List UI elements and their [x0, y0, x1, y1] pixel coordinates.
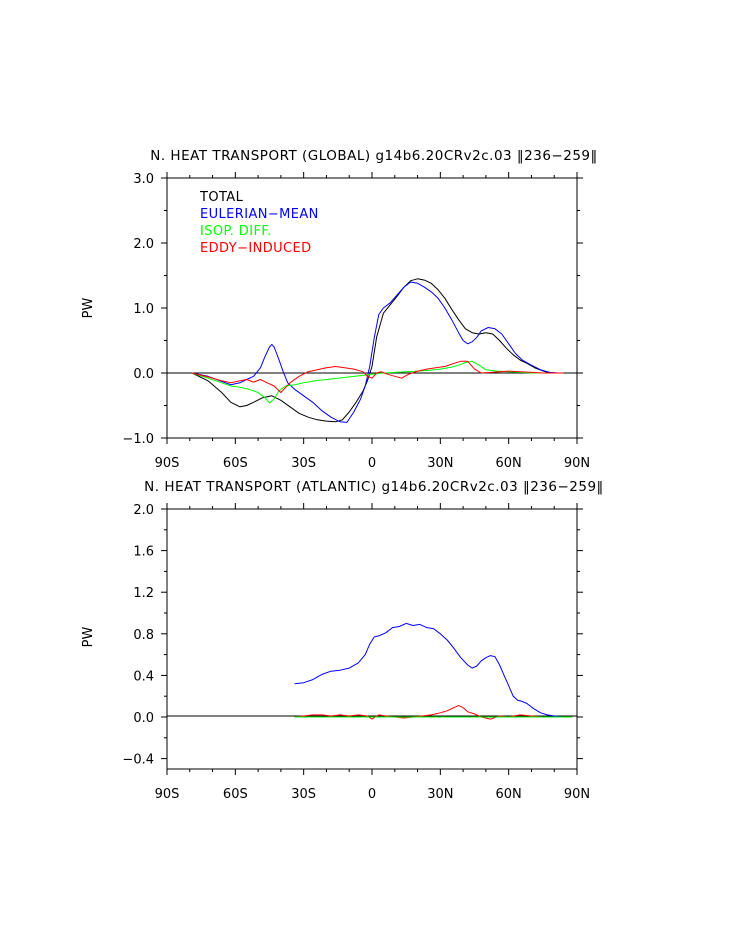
- global-axis-ticks: 90S 60S 30S 0 30N 60N 90N −1.0 0.0 1.0 2.0 3.0: [122, 172, 590, 471]
- atlantic-xtick-label: 0: [368, 787, 376, 802]
- atlantic-chart-title: N. HEAT TRANSPORT (ATLANTIC) g14b6.20CRv…: [144, 479, 604, 495]
- atlantic-ytick-label: 0.4: [133, 669, 154, 684]
- legend-eddy-induced: EDDY−INDUCED: [200, 241, 312, 256]
- global-xtick-label: 90N: [564, 456, 590, 471]
- global-series-isop-diff: [191, 360, 564, 404]
- atlantic-axis-ticks: 90S 60S 30S 0 30N 60N 90N −0.4 0.0 0.4 0.8 1.2 1.6 2.…: [122, 503, 590, 802]
- atlantic-ytick-label: 1.2: [133, 586, 154, 601]
- global-xtick-label: 30S: [291, 456, 316, 471]
- atlantic-xtick-label: 90S: [155, 787, 180, 802]
- global-series-eddy-induced: [191, 360, 564, 393]
- global-legend: TOTAL EULERIAN−MEAN ISOP. DIFF. EDDY−IND…: [199, 190, 319, 256]
- atlantic-xtick-label: 30N: [427, 787, 453, 802]
- global-ytick-label: 2.0: [133, 237, 154, 252]
- legend-total: TOTAL: [199, 190, 244, 205]
- atlantic-series-eulerian-mean: [294, 622, 573, 718]
- legend-eulerian-mean: EULERIAN−MEAN: [200, 207, 319, 222]
- global-xtick-label: 90S: [155, 456, 180, 471]
- global-ytick-label: −1.0: [122, 432, 154, 447]
- atlantic-series-group: [294, 622, 573, 720]
- atlantic-ytick-label: 0.0: [133, 711, 154, 726]
- global-chart-title: N. HEAT TRANSPORT (GLOBAL) g14b6.20CRv2c…: [150, 148, 598, 164]
- atlantic-ytick-label: 2.0: [133, 503, 154, 518]
- global-ytick-label: 0.0: [133, 367, 154, 382]
- atlantic-ytick-label: 0.8: [133, 628, 154, 643]
- global-heat-transport-panel: N. HEAT TRANSPORT (GLOBAL) g14b6.20CRv2c…: [81, 148, 598, 471]
- atlantic-ylabel: PW: [81, 627, 96, 648]
- atlantic-ytick-label: 1.6: [133, 545, 154, 560]
- atlantic-xtick-label: 60S: [223, 787, 248, 802]
- atlantic-heat-transport-panel: N. HEAT TRANSPORT (ATLANTIC) g14b6.20CRv…: [81, 479, 604, 802]
- global-xtick-label: 60S: [223, 456, 248, 471]
- atlantic-xtick-label: 60N: [496, 787, 522, 802]
- global-ytick-label: 3.0: [133, 172, 154, 187]
- global-ylabel: PW: [81, 298, 96, 319]
- atlantic-ytick-label: −0.4: [122, 753, 154, 768]
- legend-isop-diff: ISOP. DIFF.: [200, 224, 272, 239]
- atlantic-plot-frame: [166, 508, 578, 770]
- global-series-group: [191, 278, 564, 423]
- global-xtick-label: 60N: [496, 456, 522, 471]
- global-xtick-label: 30N: [427, 456, 453, 471]
- global-ytick-label: 1.0: [133, 302, 154, 317]
- global-series-total: [191, 278, 564, 423]
- global-series-eulerian-mean: [191, 281, 559, 423]
- global-xtick-label: 0: [368, 456, 376, 471]
- atlantic-xtick-label: 90N: [564, 787, 590, 802]
- atlantic-xtick-label: 30S: [291, 787, 316, 802]
